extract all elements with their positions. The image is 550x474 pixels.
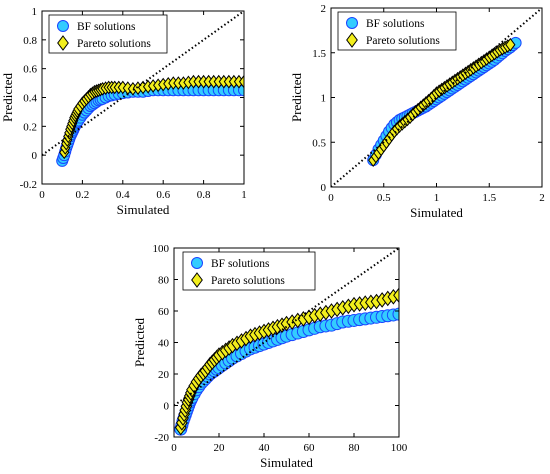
identity-line xyxy=(42,11,244,156)
legend-pareto-marker xyxy=(346,32,358,48)
legend-label-pareto: Pareto solutions xyxy=(211,275,285,287)
y-tick-label: 0.5 xyxy=(312,137,326,149)
y-tick-label: 40 xyxy=(158,338,170,350)
legend-label-bf: BF solutions xyxy=(77,21,136,33)
x-tick-label: 2 xyxy=(539,192,545,204)
x-tick-label: 0 xyxy=(171,442,177,454)
y-tick-label: 1 xyxy=(321,93,327,105)
legend-label-bf: BF solutions xyxy=(366,18,425,30)
y-axis-label: Predicted xyxy=(289,72,304,122)
x-tick-label: 0.5 xyxy=(377,192,391,204)
pareto-point xyxy=(505,37,516,52)
legend-pareto-marker xyxy=(191,272,203,288)
x-axis-label: Simulated xyxy=(260,455,313,470)
legend-bf-marker xyxy=(57,20,69,32)
x-tick-label: 20 xyxy=(214,442,226,454)
y-tick-label: 100 xyxy=(153,243,170,255)
chart-panel-3: 0 20 40 60 80 100-20020406080100SimulatedPred… xyxy=(132,243,408,470)
y-tick-label: 0.2 xyxy=(23,121,37,133)
x-tick-label: 1.5 xyxy=(482,192,496,204)
x-tick-label: 0.8 xyxy=(197,189,211,201)
y-tick-label: 0 xyxy=(321,182,327,194)
x-tick-label: 0.6 xyxy=(156,189,170,201)
series-pareto-solutions xyxy=(59,74,244,160)
y-tick-label: 2 xyxy=(321,3,327,15)
legend: BF solutions Pareto solutions xyxy=(337,11,457,51)
x-tick-label: 0 xyxy=(328,192,334,204)
chart-panel-2: 0 0.5 1 1.5 2 0 0.5 1 1.5 2 Simulated Predicted BF s… xyxy=(289,3,545,220)
y-tick-label: 20 xyxy=(158,369,170,381)
legend-bf-marker xyxy=(191,257,203,269)
y-axis-label: Predicted xyxy=(132,317,147,367)
x-tick-label: 60 xyxy=(304,442,316,454)
chart-panel-1: 0 0.2 0.4 0.6 0.8 1-0.200.20.40.60.81Simulate… xyxy=(0,6,247,217)
plot-content xyxy=(42,11,244,167)
x-tick-label: 80 xyxy=(349,442,361,454)
y-tick-label: 80 xyxy=(158,275,170,287)
legend-box xyxy=(48,14,168,54)
legend-label-pareto: Pareto solutions xyxy=(366,35,440,47)
y-tick-label: 0.6 xyxy=(23,64,37,76)
x-tick-label: 0 xyxy=(39,189,45,201)
x-axis-label: Simulated xyxy=(117,202,170,217)
legend-label-bf: BF solutions xyxy=(211,258,270,270)
legend-pareto-marker xyxy=(57,35,69,51)
y-tick-label: 0 xyxy=(164,401,170,413)
y-tick-label: 0 xyxy=(32,150,38,162)
legend-box xyxy=(182,251,316,291)
identity-line xyxy=(174,248,399,407)
legend-bf-marker xyxy=(346,17,358,29)
legend: BF solutions Pareto solutions xyxy=(48,14,168,54)
plot-content xyxy=(174,248,399,436)
legend: BF solutions Pareto solutions xyxy=(182,251,316,291)
legend-label-pareto: Pareto solutions xyxy=(77,38,151,50)
series-pareto-solutions xyxy=(368,37,516,167)
x-tick-label: 1 xyxy=(434,192,440,204)
legend-box xyxy=(337,11,457,51)
bf-point xyxy=(238,84,244,97)
x-axis-label: Simulated xyxy=(410,205,463,220)
x-tick-label: 0.2 xyxy=(76,189,90,201)
x-tick-label: 40 xyxy=(259,442,271,454)
y-tick-label: -0.2 xyxy=(20,179,37,191)
x-tick-label: 0.4 xyxy=(116,189,130,201)
x-tick-label: 100 xyxy=(391,442,408,454)
y-tick-label: 1 xyxy=(32,6,38,18)
y-tick-label: -20 xyxy=(154,432,169,444)
y-tick-label: 0.4 xyxy=(23,93,37,105)
y-tick-label: 60 xyxy=(158,306,170,318)
y-tick-label: 0.8 xyxy=(23,35,37,47)
x-tick-label: 1 xyxy=(241,189,247,201)
plot-content xyxy=(331,8,542,187)
y-axis-label: Predicted xyxy=(0,72,15,122)
y-tick-label: 1.5 xyxy=(312,48,326,60)
pareto-point xyxy=(393,287,399,304)
pareto-point xyxy=(238,74,244,89)
